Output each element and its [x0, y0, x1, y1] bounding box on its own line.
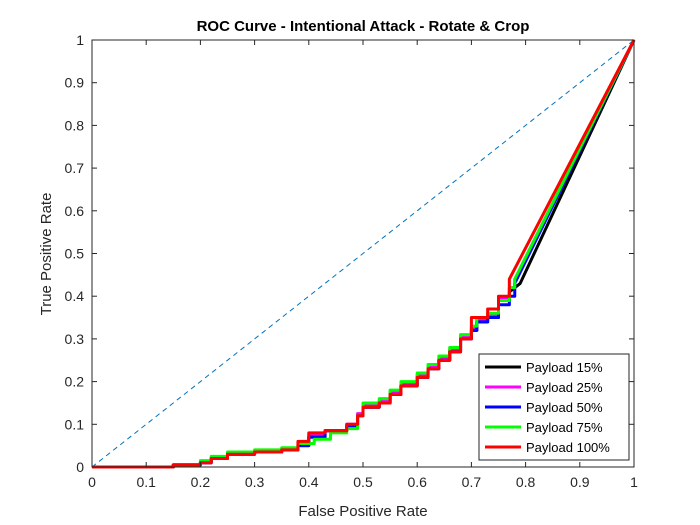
x-axis-label: False Positive Rate: [298, 503, 427, 520]
legend-entry-label: Payload 50%: [526, 400, 603, 415]
x-tick-label: 0.5: [353, 474, 373, 490]
x-tick-label: 0.2: [191, 474, 211, 490]
legend: Payload 15% Payload 25% Payload 50% Payload…: [478, 353, 630, 461]
series-group: [92, 39, 636, 469]
reference-diagonal-line: [91, 39, 635, 468]
series-line-5: [92, 39, 636, 469]
x-tick-label: 0.7: [462, 474, 482, 490]
x-tick-label: 0.3: [245, 474, 265, 490]
y-tick-label: 0.5: [65, 246, 85, 262]
y-tick-label: 0: [76, 459, 84, 475]
y-tick-label: 0.4: [65, 288, 85, 304]
x-tick-label: 0.9: [570, 474, 590, 490]
legend-entry-label: Payload 75%: [526, 420, 603, 435]
y-tick-label: 0.9: [65, 75, 85, 91]
y-tick-label: 0.1: [65, 416, 85, 432]
y-tick-label: 1: [76, 32, 84, 48]
legend-entry-label: Payload 25%: [526, 380, 603, 395]
y-tick-label: 0.3: [65, 331, 85, 347]
x-tick-label: 0.8: [516, 474, 536, 490]
y-axis-label: True Positive Rate: [38, 193, 55, 316]
chart-title: ROC Curve - Intentional Attack - Rotate …: [197, 18, 530, 35]
x-tick-label: 0.1: [136, 474, 156, 490]
y-tick-label: 0.2: [65, 374, 85, 390]
x-axis-ticks: 0 0.1 0.2 0.3 0.4 0.5 0.6 0.7 0.8 0.9 1: [88, 40, 638, 490]
y-tick-label: 0.7: [65, 160, 85, 176]
y-tick-label: 0.6: [65, 203, 85, 219]
x-tick-label: 0.4: [299, 474, 319, 490]
x-tick-label: 1: [630, 474, 638, 490]
legend-entry-label: Payload 15%: [526, 360, 603, 375]
reference-line-group: [91, 39, 635, 468]
x-tick-label: 0.6: [407, 474, 427, 490]
x-tick-label: 0: [88, 474, 96, 490]
legend-entry-label: Payload 100%: [526, 440, 610, 455]
y-axis-ticks: 0 0.1 0.2 0.3 0.4 0.5 0.6 0.7 0.8 0.9 1: [65, 32, 634, 475]
y-tick-label: 0.8: [65, 117, 85, 133]
